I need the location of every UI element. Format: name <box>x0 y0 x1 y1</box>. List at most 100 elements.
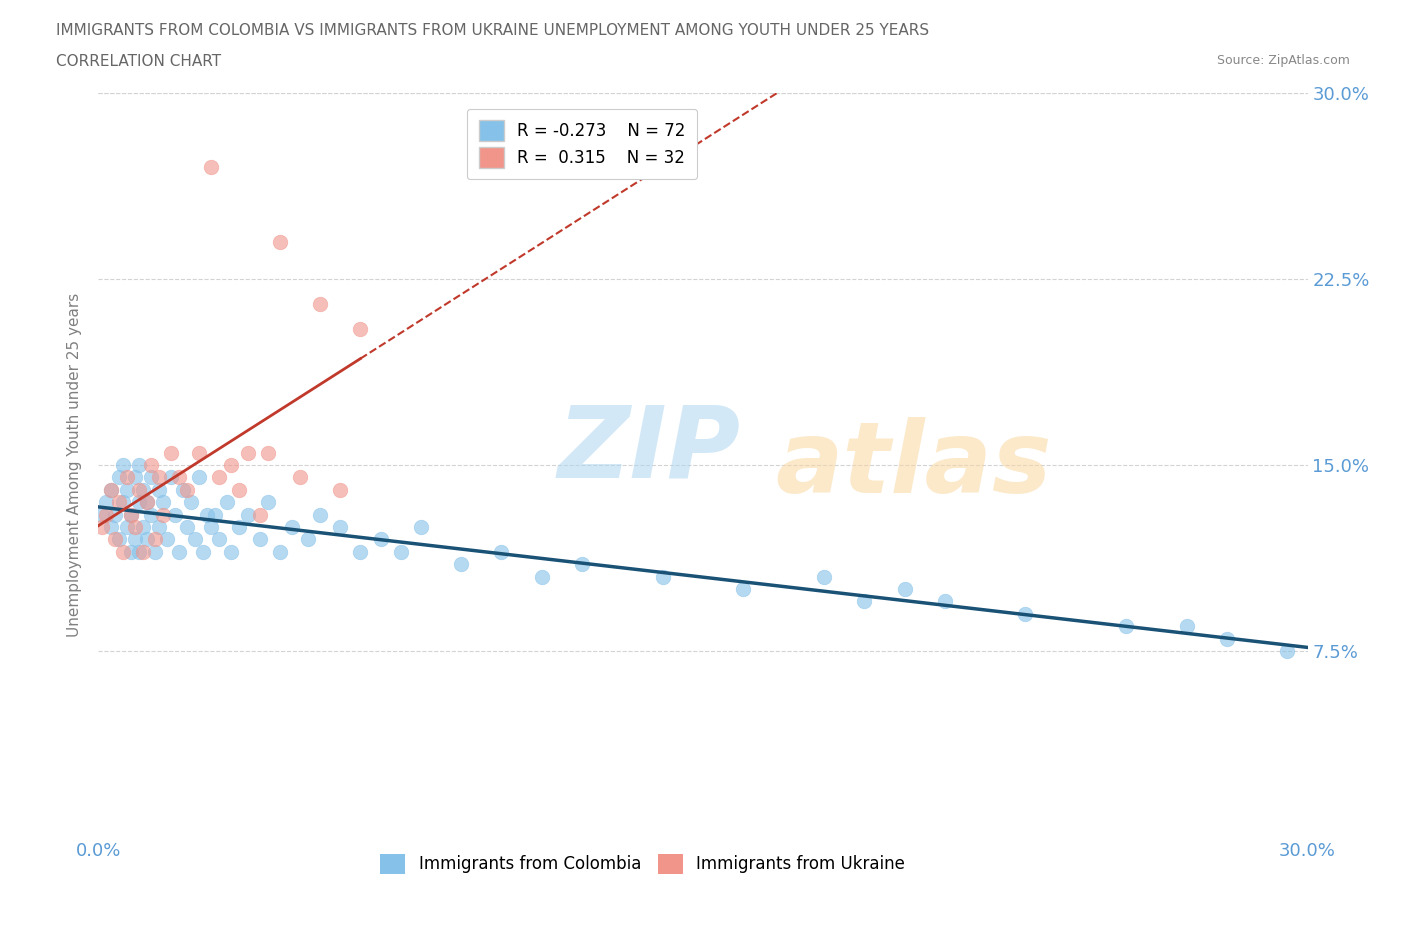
Point <box>100 483 122 498</box>
Point <box>132 483 155 498</box>
Text: atlas: atlas <box>776 417 1052 513</box>
Point <box>269 544 291 559</box>
Point <box>103 507 125 522</box>
Point <box>139 458 162 472</box>
Point <box>135 495 157 510</box>
Point <box>91 507 114 522</box>
Point <box>139 507 162 522</box>
Point <box>143 532 166 547</box>
Point <box>733 581 755 596</box>
Point <box>236 507 259 522</box>
Point <box>148 470 170 485</box>
Y-axis label: Unemployment Among Youth under 25 years: Unemployment Among Youth under 25 years <box>67 293 83 637</box>
Point <box>813 569 835 584</box>
Text: CORRELATION CHART: CORRELATION CHART <box>56 54 221 69</box>
Point <box>188 445 211 460</box>
Point <box>530 569 553 584</box>
Point <box>128 458 150 472</box>
Point <box>120 507 142 522</box>
Point <box>208 470 231 485</box>
Point <box>152 507 174 522</box>
Point <box>124 470 146 485</box>
Point <box>389 544 412 559</box>
Point <box>571 557 593 572</box>
Point <box>100 483 122 498</box>
Point <box>1216 631 1239 646</box>
Point <box>370 532 392 547</box>
Point <box>132 520 155 535</box>
Point <box>256 495 278 510</box>
Point <box>329 483 352 498</box>
Text: Source: ZipAtlas.com: Source: ZipAtlas.com <box>1216 54 1350 67</box>
Text: IMMIGRANTS FROM COLOMBIA VS IMMIGRANTS FROM UKRAINE UNEMPLOYMENT AMONG YOUTH UND: IMMIGRANTS FROM COLOMBIA VS IMMIGRANTS F… <box>56 23 929 38</box>
Point <box>111 458 134 472</box>
Point <box>115 470 138 485</box>
Point <box>96 507 118 522</box>
Point <box>96 495 118 510</box>
Point <box>450 557 472 572</box>
Point <box>934 594 956 609</box>
Point <box>184 532 207 547</box>
Point <box>163 507 186 522</box>
Point <box>91 520 114 535</box>
Point <box>221 458 243 472</box>
Point <box>1115 618 1137 633</box>
Point <box>107 532 129 547</box>
Point <box>111 544 134 559</box>
Point <box>249 532 271 547</box>
Point <box>269 234 291 249</box>
Point <box>128 495 150 510</box>
Point <box>249 507 271 522</box>
Point <box>160 470 183 485</box>
Point <box>1277 644 1299 658</box>
Point <box>491 544 513 559</box>
Point <box>176 483 198 498</box>
Point <box>193 544 215 559</box>
Point <box>236 445 259 460</box>
Point <box>120 544 142 559</box>
Point <box>349 544 371 559</box>
Point <box>208 532 231 547</box>
Point <box>1014 606 1036 621</box>
Point <box>228 520 250 535</box>
Text: ZIP: ZIP <box>558 402 741 498</box>
Point <box>132 544 155 559</box>
Point <box>309 507 332 522</box>
Point <box>651 569 673 584</box>
Point <box>217 495 239 510</box>
Point <box>139 470 162 485</box>
Point <box>281 520 304 535</box>
Point <box>115 483 138 498</box>
Point <box>893 581 915 596</box>
Point <box>309 297 332 312</box>
Point <box>200 160 222 175</box>
Point <box>128 544 150 559</box>
Point <box>124 520 146 535</box>
Point <box>176 520 198 535</box>
Point <box>297 532 319 547</box>
Point <box>188 470 211 485</box>
Point <box>167 470 190 485</box>
Point <box>128 483 150 498</box>
Point <box>329 520 352 535</box>
Point <box>221 544 243 559</box>
Point <box>853 594 876 609</box>
Point <box>107 470 129 485</box>
Point <box>204 507 226 522</box>
Point <box>349 321 371 336</box>
Point <box>143 544 166 559</box>
Point <box>156 532 179 547</box>
Point <box>160 445 183 460</box>
Point <box>107 495 129 510</box>
Point <box>180 495 202 510</box>
Point <box>1175 618 1198 633</box>
Point <box>124 532 146 547</box>
Point <box>288 470 311 485</box>
Point <box>103 532 125 547</box>
Point <box>409 520 432 535</box>
Point <box>111 495 134 510</box>
Point <box>120 507 142 522</box>
Point <box>152 495 174 510</box>
Point <box>100 520 122 535</box>
Point <box>148 483 170 498</box>
